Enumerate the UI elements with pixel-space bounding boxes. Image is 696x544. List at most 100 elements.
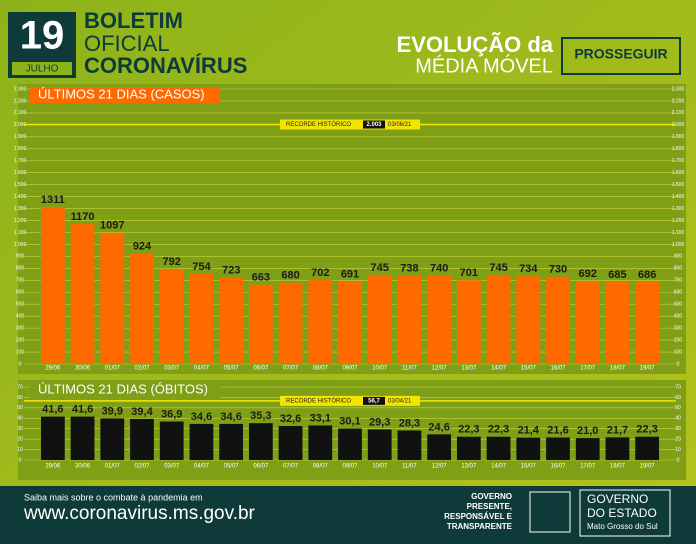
y-tick-label: 0 [19, 361, 22, 367]
bar [308, 280, 333, 364]
y-tick-label: 0 [19, 457, 22, 463]
y-tick-label: 1.500 [14, 182, 27, 188]
y-tick-label: 1.200 [672, 218, 685, 224]
value-label: 29,3 [369, 416, 390, 428]
x-tick-label: 14/07 [491, 366, 507, 372]
value-label: 1170 [71, 211, 95, 223]
y-tick-label: 1.300 [672, 206, 685, 212]
record-box [280, 119, 420, 130]
value-label: 663 [252, 272, 270, 284]
gov: Mato Grosso do Sul [587, 522, 658, 531]
y-tick-label: 2.100 [672, 110, 685, 116]
value-label: 41,6 [72, 404, 93, 416]
value-label: 39,4 [131, 406, 153, 418]
value-label: 924 [133, 240, 152, 252]
y-tick-label: 300 [674, 325, 683, 331]
x-tick-label: 02/07 [134, 366, 150, 372]
heading: MÉDIA MÓVEL [415, 54, 553, 77]
y-tick-label: 600 [16, 290, 25, 296]
x-tick-label: 03/07 [164, 464, 180, 470]
x-tick-label: 18/07 [610, 366, 626, 372]
bar [397, 430, 422, 460]
x-tick-label: 04/07 [194, 366, 210, 372]
y-tick-label: 500 [16, 302, 25, 308]
x-tick-label: 03/07 [164, 366, 180, 372]
y-tick-label: 100 [16, 349, 25, 355]
value-label: 680 [281, 270, 299, 282]
bar [456, 436, 481, 460]
value-label: 701 [460, 267, 478, 279]
x-tick-label: 12/07 [432, 464, 448, 470]
gov: DO ESTADO [587, 506, 657, 520]
bar [605, 437, 630, 460]
bar [427, 275, 452, 364]
y-tick-label: 2.300 [14, 86, 27, 92]
bar [219, 277, 244, 364]
value-label: 24,6 [428, 421, 449, 433]
value-label: 35,3 [250, 410, 271, 422]
bar [189, 423, 214, 460]
x-tick-label: 14/07 [491, 464, 507, 470]
value-label: 21,7 [607, 424, 628, 436]
chart-title: ÚLTIMOS 21 DIAS (CASOS) [38, 86, 205, 101]
value-label: 21,0 [577, 425, 598, 437]
bar [575, 438, 600, 460]
bar [546, 437, 570, 460]
value-label: 691 [341, 268, 359, 280]
bar [70, 416, 95, 460]
bar [367, 429, 392, 460]
value-label: 685 [608, 269, 626, 281]
y-tick-label: 700 [674, 278, 683, 284]
y-tick-label: 1.800 [672, 146, 685, 152]
value-label: 30,1 [339, 416, 360, 428]
y-tick-label: 1.100 [672, 230, 685, 236]
value-label: 22,3 [458, 424, 479, 436]
y-tick-label: 1.200 [14, 218, 27, 224]
y-tick-label: 1.700 [14, 158, 27, 164]
y-tick-label: 1.000 [14, 242, 27, 248]
bar [635, 436, 660, 460]
bar [40, 416, 65, 460]
x-tick-label: 06/07 [253, 366, 269, 372]
footer-url: www.coronavirus.ms.gov.br [23, 503, 256, 524]
y-tick-label: 1.000 [672, 242, 685, 248]
footer-note: Saiba mais sobre o combate à pandemia em [24, 492, 203, 502]
bar [427, 434, 452, 460]
bar [130, 418, 154, 460]
bar [456, 280, 481, 364]
x-tick-label: 01/07 [105, 366, 121, 372]
bar [40, 207, 65, 364]
record-box [280, 395, 420, 406]
title-box [30, 382, 220, 398]
x-tick-label: 19/07 [640, 464, 656, 470]
value-label: 32,6 [280, 413, 301, 425]
bar [605, 282, 630, 364]
gov-box [579, 489, 671, 537]
bar [248, 423, 273, 460]
bar [100, 418, 125, 460]
bar [338, 428, 362, 460]
x-tick-label: 18/07 [610, 464, 626, 470]
value-label: 734 [519, 263, 538, 275]
bar [219, 423, 244, 460]
value-label: 22,3 [636, 424, 657, 436]
y-tick-label: 10 [675, 447, 681, 453]
value-label: 41,6 [42, 404, 63, 416]
y-tick-label: 10 [17, 447, 23, 453]
bar [338, 281, 362, 364]
x-tick-label: 04/07 [194, 464, 210, 470]
y-tick-label: 2.000 [14, 122, 27, 128]
y-tick-label: 600 [674, 290, 683, 296]
bar [516, 437, 541, 460]
record-value: 2.003 [366, 122, 382, 128]
y-tick-label: 1.300 [14, 206, 27, 212]
y-tick-label: 200 [16, 337, 25, 343]
value-label: 738 [400, 263, 418, 275]
y-tick-label: 1.800 [14, 146, 27, 152]
value-label: 34,6 [220, 411, 241, 423]
y-tick-label: 500 [674, 302, 683, 308]
x-tick-label: 19/07 [640, 366, 656, 372]
y-tick-label: 1.600 [672, 170, 685, 176]
value-label: 792 [163, 256, 181, 268]
y-tick-label: 1.900 [14, 134, 27, 140]
